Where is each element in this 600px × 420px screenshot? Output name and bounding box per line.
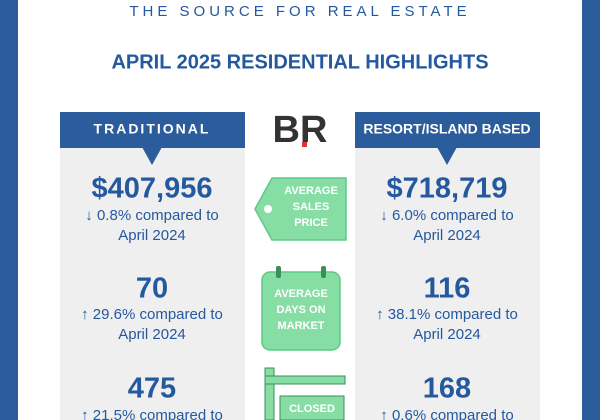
calendar	[261, 271, 341, 351]
metric-compare: April 2024	[413, 326, 481, 343]
metric-compare: April 2024	[413, 227, 481, 244]
metric-value: 116	[424, 273, 471, 305]
calendar-ring	[321, 266, 326, 278]
metric-compare: April 2024	[118, 227, 186, 244]
sign-board	[279, 395, 345, 420]
sign-post	[264, 367, 275, 420]
metric-value: 475	[128, 373, 176, 405]
right-border	[582, 0, 600, 420]
left-border	[0, 0, 18, 420]
icon-label: DAYS ON	[276, 304, 325, 316]
metric-change: ↑ 29.6% compared to	[81, 306, 223, 323]
logo-accent	[302, 142, 307, 147]
icon-label: SALES	[293, 201, 330, 213]
icon-label: AVERAGE	[284, 185, 338, 197]
column-panel	[60, 148, 245, 420]
metric-change: ↑ 0.6% compared to	[380, 407, 513, 420]
metric-change: ↑ 21.5% compared to	[81, 407, 223, 420]
metric-compare: April 2024	[118, 326, 186, 343]
icon-label: AVERAGE	[274, 288, 328, 300]
pointer	[437, 147, 457, 165]
sign-arm	[264, 375, 346, 385]
metric-value: $407,956	[92, 173, 213, 205]
metric-value: 168	[423, 373, 471, 405]
tag-hole	[264, 205, 272, 213]
icon-label: MARKET	[277, 320, 324, 332]
price-tag	[254, 177, 347, 241]
metric-value: $718,719	[387, 173, 508, 205]
pointer	[142, 147, 162, 165]
column-header	[60, 112, 245, 148]
header-text: RESORT/ISLAND BASED	[363, 121, 530, 137]
title: APRIL 2025 RESIDENTIAL HIGHLIGHTS	[111, 51, 488, 73]
logo: BR	[273, 109, 328, 151]
metric-change: ↓ 6.0% compared to	[380, 207, 513, 224]
header-text: TRADITIONAL	[94, 121, 211, 137]
icon-label: PRICE	[294, 217, 328, 229]
calendar-ring	[276, 266, 281, 278]
column-panel	[355, 148, 540, 420]
icon-label: CLOSED	[289, 403, 335, 415]
tagline: THE SOURCE FOR REAL ESTATE	[129, 3, 470, 20]
metric-change: ↑ 38.1% compared to	[376, 306, 518, 323]
metric-change: ↓ 0.8% compared to	[85, 207, 218, 224]
metric-value: 70	[136, 273, 168, 305]
column-header	[355, 112, 540, 148]
